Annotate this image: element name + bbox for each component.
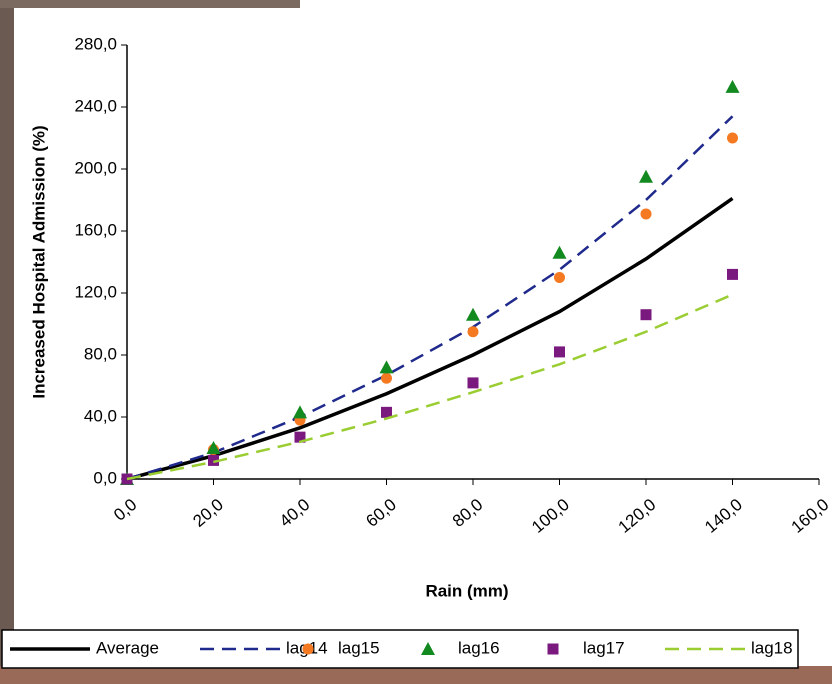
legend-label: lag16: [458, 638, 500, 657]
y-axis-title: Increased Hospital Admission (%): [29, 125, 48, 398]
data-point: [293, 405, 307, 419]
y-tick-label: 280,0: [74, 34, 117, 53]
data-point: [640, 208, 652, 220]
legend-label: Average: [96, 638, 159, 657]
photo-edge-bottom: [0, 666, 832, 684]
legend-swatch: [302, 643, 314, 655]
y-tick-label: 200,0: [74, 158, 117, 177]
data-point: [379, 360, 394, 374]
data-point: [467, 377, 479, 389]
data-point: [727, 132, 738, 144]
data-point: [727, 268, 738, 280]
data-point: [381, 406, 392, 418]
legend-swatch: [421, 642, 435, 655]
data-point: [725, 79, 740, 93]
photo-edge-left: [0, 0, 14, 684]
legend-label: lag18: [751, 638, 793, 657]
data-point: [294, 431, 306, 443]
y-tick-label: 160,0: [74, 220, 117, 239]
legend-label: lag17: [583, 638, 625, 657]
x-axis-title: Rain (mm): [425, 581, 508, 600]
data-point: [639, 169, 653, 183]
y-tick-label: 80,0: [84, 344, 117, 363]
y-tick-label: 0,0: [93, 468, 117, 487]
series-line: [126, 197, 734, 481]
legend-swatch: [547, 643, 559, 655]
photo-edge-top: [0, 0, 300, 8]
data-point: [640, 309, 652, 321]
data-point: [381, 372, 392, 384]
legend-label: lag15: [338, 638, 380, 657]
y-tick-label: 240,0: [74, 96, 117, 115]
data-point: [206, 441, 221, 454]
data-point: [552, 245, 567, 259]
data-point: [208, 454, 219, 466]
y-tick-label: 40,0: [84, 406, 117, 425]
series-line: [126, 115, 734, 481]
data-point: [554, 346, 565, 358]
y-tick-label: 120,0: [74, 282, 117, 301]
series-line: [126, 293, 733, 481]
data-point: [467, 326, 479, 338]
data-point: [466, 307, 480, 321]
data-point: [554, 272, 565, 283]
